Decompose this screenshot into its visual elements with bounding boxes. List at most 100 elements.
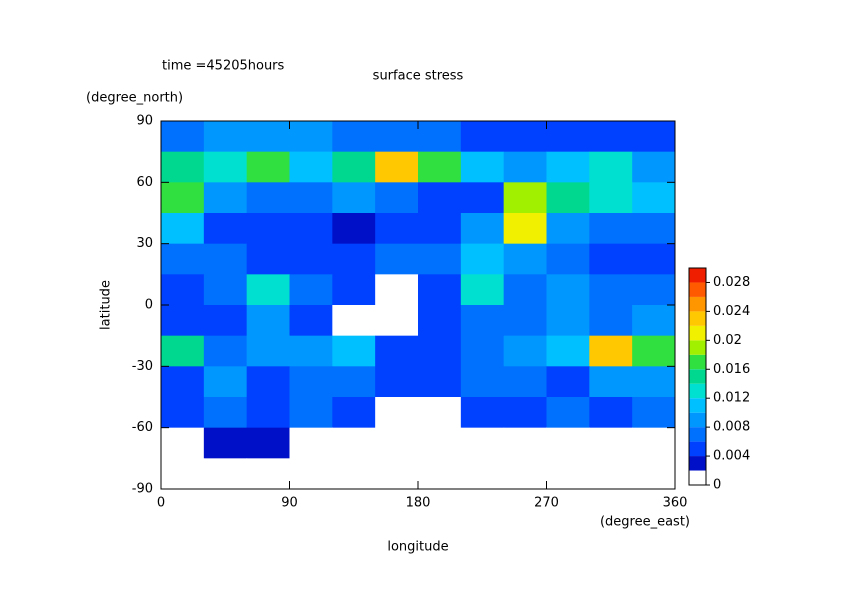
field-cell (161, 335, 205, 367)
field-cell (332, 305, 376, 337)
field-cell (418, 213, 462, 245)
field-cell (203, 397, 248, 429)
field-cell (289, 397, 333, 429)
field-cell (632, 335, 676, 367)
colorbar-segment (689, 369, 706, 384)
field-cell (546, 274, 590, 306)
field-cell (203, 121, 248, 153)
field-cell (375, 121, 419, 153)
x-unit: (degree_east) (600, 515, 690, 530)
field-cell (503, 397, 547, 429)
field-cell (246, 243, 290, 275)
field-cell (161, 366, 205, 398)
colorbar-segment (689, 282, 706, 297)
y-tick-label: -30 (132, 359, 153, 374)
chart-title: surface stress (373, 69, 464, 84)
field-cell (632, 151, 676, 183)
colorbar-segment (689, 412, 706, 428)
field-cell (418, 366, 462, 398)
x-axis-label: longitude (387, 540, 448, 555)
field-cell (332, 182, 376, 214)
field-cell (632, 274, 676, 306)
field-cell (503, 427, 547, 459)
x-tick-label: 360 (663, 496, 688, 511)
field-cell (246, 213, 290, 245)
y-tick-label: 60 (136, 175, 153, 190)
field-cell (418, 274, 462, 306)
x-tick-label: 180 (406, 496, 431, 511)
field-cell (375, 213, 419, 245)
field-cell (589, 427, 633, 459)
field-cell (289, 335, 333, 367)
field-cell (246, 427, 290, 459)
field-cell (546, 366, 590, 398)
y-tick-label: 0 (145, 298, 153, 313)
y-tick-label: 90 (136, 114, 153, 129)
field-cell (161, 274, 205, 306)
y-tick-label: -60 (132, 420, 153, 435)
field-cell (460, 335, 505, 367)
field-cell (289, 213, 333, 245)
field-cell (460, 213, 505, 245)
field-cell (418, 151, 462, 183)
field-cell (546, 458, 590, 490)
colorbar-segment (689, 325, 706, 341)
field-cell (418, 427, 462, 459)
colorbar-tick-label: 0.028 (713, 275, 750, 290)
field-cell (418, 182, 462, 214)
field-cell (632, 427, 676, 459)
colorbar-segment (689, 427, 706, 442)
field-cell (546, 151, 590, 183)
field-cell (503, 458, 547, 490)
field-cell (289, 458, 333, 490)
colorbar-tick-label: 0 (713, 478, 721, 493)
field-cell (418, 243, 462, 275)
field-cell (161, 213, 205, 245)
field-cell (632, 366, 676, 398)
field-cell (289, 427, 333, 459)
field-cell (632, 243, 676, 275)
field-cell (460, 182, 505, 214)
colorbar-tick-label: 0.008 (713, 420, 750, 435)
field-cell (246, 151, 290, 183)
field-cell (418, 458, 462, 490)
field-cell (589, 243, 633, 275)
field-cell (203, 366, 248, 398)
colorbar-segment (689, 398, 706, 413)
field-cell (460, 397, 505, 429)
field-cell (503, 366, 547, 398)
field-cell (246, 335, 290, 367)
field-cell (546, 213, 590, 245)
field-cell (632, 213, 676, 245)
field-cell (332, 458, 376, 490)
field-cell (289, 121, 333, 153)
y-tick-label: -90 (132, 482, 153, 497)
field-cell (161, 427, 205, 459)
x-tick-label: 0 (157, 496, 165, 511)
field-cell (203, 335, 248, 367)
field-cell (375, 151, 419, 183)
field-cell (375, 182, 419, 214)
colorbar-tick-label: 0.012 (713, 391, 750, 406)
x-tick-label: 90 (281, 496, 298, 511)
field-cell (503, 243, 547, 275)
field-cell (546, 427, 590, 459)
x-tick-label: 270 (534, 496, 559, 511)
field-cell (246, 274, 290, 306)
colorbar-tick-label: 0.02 (713, 333, 742, 348)
field-cell (246, 366, 290, 398)
field-cell (161, 305, 205, 337)
field-cell (332, 213, 376, 245)
y-axis-label: latitude (99, 280, 114, 330)
field-cell (332, 243, 376, 275)
colorbar-segment (689, 296, 706, 312)
field-cell (332, 427, 376, 459)
colorbar-segment (689, 311, 706, 326)
field-cell (289, 243, 333, 275)
field-cell (460, 151, 505, 183)
field-cell (203, 151, 248, 183)
field-cell (632, 397, 676, 429)
field-cell (589, 366, 633, 398)
field-cell (589, 213, 633, 245)
field-cell (546, 305, 590, 337)
